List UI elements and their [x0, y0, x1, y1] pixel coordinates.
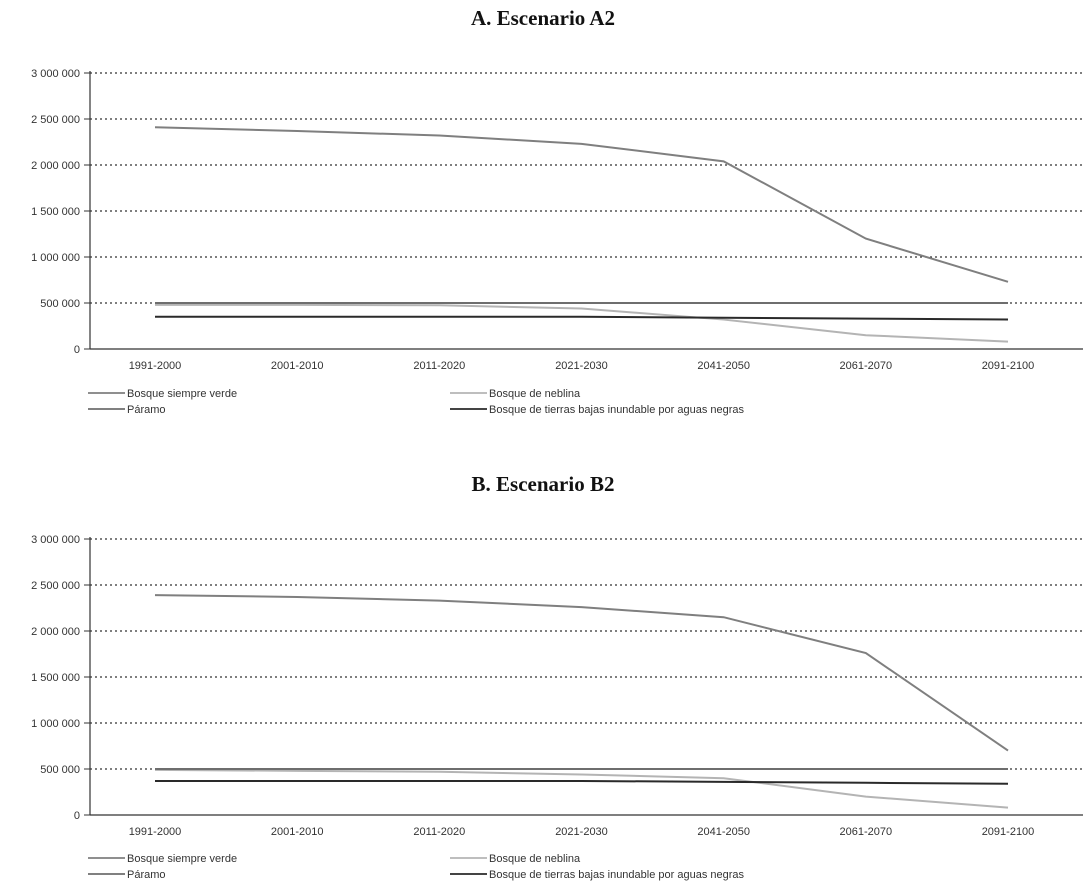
chart-a-legend-label: Páramo [127, 404, 166, 416]
chart-b-legend-label: Bosque de tierras bajas inundable por ag… [489, 869, 745, 881]
chart-a-x-tick-label: 2041-2050 [697, 360, 750, 372]
chart-b-x-tick-label: 2011-2020 [413, 826, 465, 838]
chart-b-y-tick-label: 2 500 000 [31, 580, 80, 592]
chart-b-legend-label: Bosque de neblina [489, 853, 581, 865]
chart-b-x-tick-label: 2091-2100 [982, 826, 1035, 838]
chart-b-y-tick-label: 1 000 000 [31, 718, 80, 730]
chart-b-x-tick-label: 2041-2050 [697, 826, 750, 838]
chart-b-x-tick-label: 2021-2030 [555, 826, 608, 838]
chart-a-legend-label: Bosque siempre verde [127, 388, 237, 400]
chart-a-y-tick-label: 2 500 000 [31, 114, 80, 126]
chart-a-legend-label: Bosque de neblina [489, 388, 581, 400]
chart-b-legend-label: Páramo [127, 869, 166, 881]
chart-b-x-tick-label: 1991-2000 [129, 826, 182, 838]
chart-a-series-bosque-de-neblina [155, 303, 1009, 343]
chart-b-y-tick-label: 500 000 [40, 764, 80, 776]
chart-b-series-bosque-de-neblina [154, 768, 1009, 809]
chart-a-y-tick-label: 0 [74, 344, 80, 356]
chart-b-series-bosque-siempre-verde [154, 594, 1009, 752]
chart-b: 3 000 000 2 500 000 2 000 000 1 500 000 1 00… [31, 534, 1083, 881]
chart-a-y-tick-label: 1 500 000 [31, 206, 80, 218]
chart-b-x-tick-label: 2061-2070 [840, 826, 893, 838]
chart-b-x-tick-label: 2001-2010 [271, 826, 324, 838]
chart-a-y-tick-label: 3 000 000 [31, 68, 80, 80]
chart-a-x-tick-label: 2011-2020 [413, 360, 465, 372]
chart-b-y-tick-label: 3 000 000 [31, 534, 80, 546]
chart-b-y-tick-label: 0 [74, 810, 80, 822]
chart-a-x-tick-label: 2001-2010 [271, 360, 324, 372]
chart-a-y-tick-label: 500 000 [40, 298, 80, 310]
chart-a: 3 000 000 2 500 000 2 000 000 1 500 000 1 00… [31, 68, 1083, 416]
chart-title-a: A. Escenario A2 [470, 6, 616, 30]
chart-a-x-tick-label: 1991-2000 [129, 360, 182, 372]
chart-a-x-tick-label: 2021-2030 [555, 360, 608, 372]
chart-a-x-tick-label: 2091-2100 [982, 360, 1035, 372]
chart-a-series-bosque-de-tierras-bajas-inundable-por-aguas-negras [155, 315, 1009, 321]
chart-a-y-tick-label: 2 000 000 [31, 160, 80, 172]
chart-b-y-tick-label: 1 500 000 [31, 672, 80, 684]
chart-a-x-tick-label: 2061-2070 [840, 360, 893, 372]
chart-a-series-bosque-siempre-verde [154, 126, 1009, 283]
chart-a-y-tick-label: 1 000 000 [31, 252, 80, 264]
chart-b-legend-label: Bosque siempre verde [127, 853, 237, 865]
chart-a-legend-label: Bosque de tierras bajas inundable por ag… [489, 404, 745, 416]
chart-title-b: B. Escenario B2 [471, 472, 615, 496]
chart-b-series-bosque-de-tierras-bajas-inundable-por-aguas-negras [155, 779, 1009, 785]
chart-b-y-tick-label: 2 000 000 [31, 626, 80, 638]
